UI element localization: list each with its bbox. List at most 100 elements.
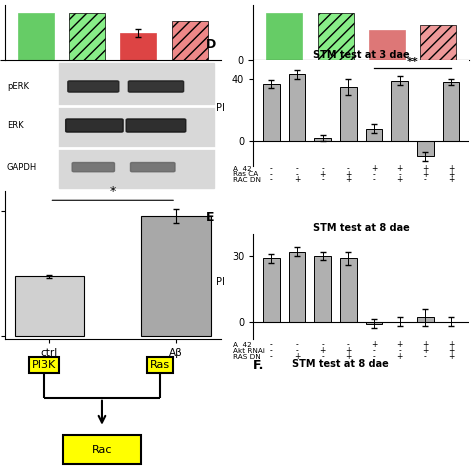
Text: +: + — [448, 340, 454, 349]
Text: -: - — [321, 353, 324, 362]
Bar — [263, 84, 280, 141]
Bar — [366, 128, 383, 141]
Text: Ras CA: Ras CA — [233, 171, 258, 177]
Text: E: E — [206, 211, 214, 224]
Text: A  42: A 42 — [233, 166, 252, 172]
Text: -: - — [321, 175, 324, 184]
Bar — [417, 141, 434, 156]
Text: GAPDH: GAPDH — [7, 163, 37, 172]
Text: +: + — [345, 170, 352, 179]
Text: -: - — [296, 346, 299, 356]
Text: -: - — [270, 346, 273, 356]
Text: -: - — [373, 353, 375, 362]
Bar — [318, 13, 354, 61]
Bar — [69, 13, 105, 61]
Text: D: D — [206, 38, 216, 51]
FancyBboxPatch shape — [72, 163, 115, 172]
Text: +: + — [371, 340, 377, 349]
Text: -: - — [321, 340, 324, 349]
Text: +: + — [319, 346, 326, 356]
Text: -: - — [296, 170, 299, 179]
Text: RAC DN: RAC DN — [233, 177, 261, 182]
Y-axis label: PI: PI — [216, 103, 225, 113]
Text: +: + — [448, 353, 454, 362]
Text: +: + — [294, 175, 300, 184]
Text: +: + — [422, 346, 428, 356]
Title: STM test at 3 dae: STM test at 3 dae — [313, 50, 410, 60]
Text: -: - — [296, 340, 299, 349]
Bar — [263, 258, 280, 322]
Text: -: - — [424, 175, 427, 184]
Bar — [15, 276, 84, 337]
Text: +: + — [319, 170, 326, 179]
FancyBboxPatch shape — [66, 119, 123, 132]
Bar — [141, 216, 211, 337]
FancyBboxPatch shape — [130, 163, 175, 172]
Bar — [266, 13, 302, 61]
Text: -: - — [398, 170, 401, 179]
FancyBboxPatch shape — [128, 81, 183, 92]
Bar — [120, 33, 156, 61]
Text: +: + — [448, 346, 454, 356]
Bar — [340, 87, 357, 141]
Text: pERK: pERK — [7, 82, 29, 91]
Bar — [314, 138, 331, 141]
Text: *: * — [109, 185, 116, 198]
Bar — [369, 30, 405, 61]
Title: STM test at 8 dae: STM test at 8 dae — [313, 223, 410, 233]
Bar — [289, 252, 305, 322]
Text: -: - — [424, 353, 427, 362]
Text: **: ** — [407, 57, 419, 67]
Text: +: + — [397, 353, 403, 362]
FancyBboxPatch shape — [68, 81, 119, 92]
Text: Akt RNAi: Akt RNAi — [233, 348, 265, 354]
Text: +: + — [448, 170, 454, 179]
Text: RAS DN: RAS DN — [233, 354, 261, 360]
Text: +: + — [448, 175, 454, 184]
Bar — [417, 317, 434, 322]
Text: F.: F. — [253, 359, 264, 372]
Text: PI3K: PI3K — [31, 360, 56, 370]
Text: +: + — [422, 164, 428, 173]
Text: -: - — [296, 164, 299, 173]
Bar — [172, 21, 208, 61]
Text: -: - — [373, 346, 375, 356]
Text: A  42: A 42 — [233, 342, 252, 347]
Text: -: - — [373, 170, 375, 179]
Text: +: + — [345, 346, 352, 356]
Text: +: + — [448, 164, 454, 173]
Text: +: + — [294, 353, 300, 362]
Bar — [366, 322, 383, 324]
Text: +: + — [371, 164, 377, 173]
Text: +: + — [397, 340, 403, 349]
Text: -: - — [347, 164, 350, 173]
Bar — [340, 258, 357, 322]
Text: Ras: Ras — [150, 360, 170, 370]
Text: -: - — [398, 346, 401, 356]
Bar — [289, 74, 305, 141]
Text: Rac: Rac — [91, 445, 112, 455]
Text: -: - — [270, 353, 273, 362]
Text: -: - — [270, 175, 273, 184]
Text: -: - — [347, 340, 350, 349]
Text: +: + — [397, 175, 403, 184]
Bar — [18, 13, 54, 61]
Text: STM test at 8 dae: STM test at 8 dae — [292, 359, 389, 369]
FancyBboxPatch shape — [63, 436, 141, 464]
Text: +: + — [422, 340, 428, 349]
Text: -: - — [270, 170, 273, 179]
Bar — [59, 63, 214, 188]
Text: +: + — [397, 164, 403, 173]
Text: +: + — [345, 353, 352, 362]
Bar — [420, 25, 456, 61]
Text: -: - — [270, 164, 273, 173]
Bar — [392, 81, 408, 141]
Text: -: - — [270, 340, 273, 349]
Y-axis label: PI: PI — [216, 277, 225, 287]
Text: -: - — [373, 175, 375, 184]
Text: +: + — [345, 175, 352, 184]
Text: ERK: ERK — [7, 121, 24, 130]
Bar — [314, 256, 331, 322]
Bar — [443, 82, 459, 141]
FancyBboxPatch shape — [126, 119, 186, 132]
